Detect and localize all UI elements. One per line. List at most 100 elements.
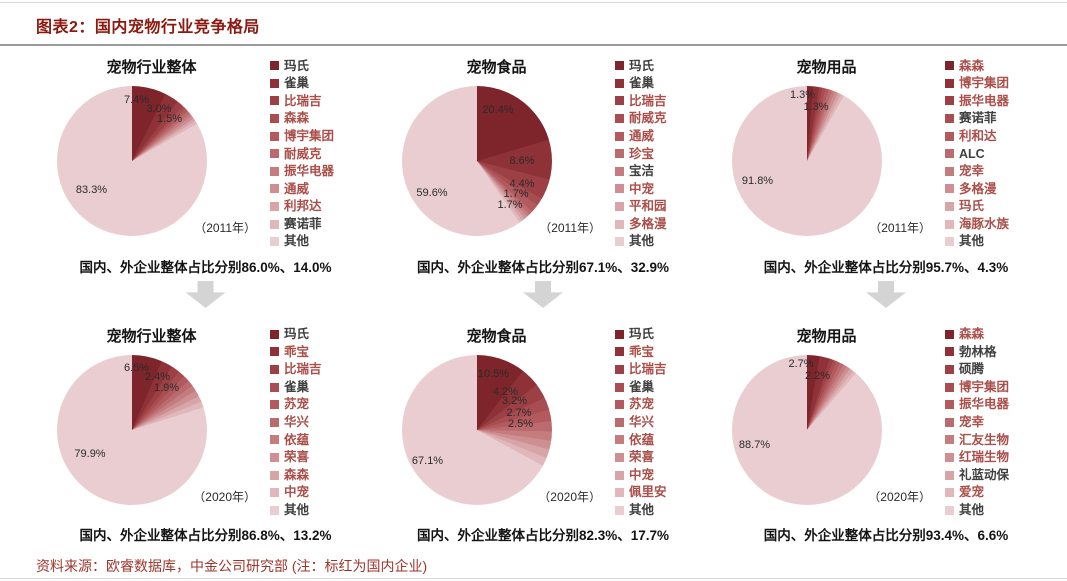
legend: 玛氏 乖宝 比瑞吉 雀巢 苏宠 华兴 依蕴 荣喜 森森 中宠 其他 — [270, 325, 378, 520]
legend-label: 中宠 — [284, 485, 310, 500]
pie-value-label: 6.5% — [123, 362, 150, 375]
legend-label: 玛氏 — [284, 327, 310, 342]
legend-item: 勃林格 — [945, 343, 1064, 361]
legend-item: 平和园 — [615, 198, 708, 216]
pie-chart-4: 宠物行业整体 6.5% 2.4% 1.9% 79.9% （2020年） 玛氏 乖宝 比瑞吉 雀巢苏… — [33, 315, 378, 545]
legend-swatch — [945, 329, 954, 339]
legend-swatch — [615, 166, 624, 176]
caption-values: 82.3%、17.7% — [578, 528, 670, 544]
legend-label: 赛诺菲 — [959, 111, 997, 126]
legend-swatch — [270, 166, 279, 176]
legend-item: 多格漫 — [615, 215, 708, 233]
legend-label: 荣喜 — [629, 450, 655, 465]
chart-plot-area: 宠物行业整体 7.4% 3.0% 1.5% 83.3% （2011年） — [33, 56, 270, 251]
year-label: （2011年） — [194, 221, 256, 235]
legend-label: 振华电器 — [959, 397, 1010, 412]
legend-label: 珍宝 — [629, 146, 655, 161]
legend-item: 依蕴 — [615, 431, 708, 449]
legend-swatch — [615, 488, 624, 498]
legend-label: 玛氏 — [629, 58, 655, 73]
caption-text: 国内、外企业整体占比分别 — [416, 528, 579, 544]
pie-value-label: 2.7% — [506, 407, 532, 420]
legend-swatch — [615, 435, 624, 445]
legend-label: 其他 — [959, 503, 985, 518]
legend-item: 荣喜 — [270, 449, 378, 467]
chart-title: 宠物食品 — [466, 59, 527, 76]
chart-caption: 国内、外企业整体占比分别82.3%、17.7% — [378, 524, 708, 544]
legend-label: 其他 — [284, 234, 310, 249]
legend: 玛氏 乖宝 比瑞吉 雀巢 苏宠 华兴 依蕴 荣喜 中宠 佩里安 其他 — [615, 325, 708, 520]
legend: 森森 博宇集团 振华电器 赛诺菲 利和达 ALC 宠幸 多格漫 玛氏 海豚水族 其他 — [945, 56, 1064, 251]
legend-swatch — [270, 219, 279, 229]
legend-swatch — [945, 219, 954, 229]
pie-graphic — [57, 86, 207, 236]
legend-item: 宠幸 — [945, 163, 1064, 181]
chart-caption: 国内、外企业整体占比分别95.7%、4.3% — [708, 256, 1064, 276]
legend-swatch — [945, 202, 954, 212]
pie-chart-1: 宠物行业整体 7.4% 3.0% 1.5% 83.3% （2011年） 玛氏 雀巢 比瑞吉 森森博… — [33, 46, 378, 276]
chart-caption: 国内、外企业整体占比分别86.0%、14.0% — [33, 256, 378, 276]
legend-label: 利和达 — [959, 128, 997, 143]
figure-header: 图表2：国内宠物行业竞争格局 — [0, 0, 1067, 44]
pie-area: 20.4% 8.6% 4.4% 1.7% 1.7% 59.6% （2011年） — [378, 84, 615, 244]
chart-plot-area: 宠物用品 1.3% 1.3% 91.8% （2011年） — [708, 56, 945, 251]
legend-swatch — [615, 184, 624, 194]
pie-chart-5: 宠物食品 10.5% 4.2% 3.2% 2.7% 2.5% 67.1% （2020年） 玛氏乖… — [378, 315, 708, 545]
legend-item: 森森 — [945, 326, 1064, 344]
legend-swatch — [615, 347, 624, 357]
chart-body: 宠物行业整体 7.4% 3.0% 1.5% 83.3% （2011年） 玛氏 雀巢 比瑞吉 森森博… — [33, 56, 378, 251]
legend-item: 爱宠 — [945, 484, 1064, 502]
legend-item: 森森 — [270, 466, 378, 484]
pie-area: 7.4% 3.0% 1.5% 83.3% （2011年） — [33, 84, 270, 244]
year-label: （2011年） — [869, 221, 931, 235]
legend-item: 比瑞吉 — [270, 92, 378, 110]
pie-graphic — [402, 86, 552, 236]
chart-plot-area: 宠物食品 20.4% 8.6% 4.4% 1.7% 1.7% 59.6% （2011年） — [378, 56, 615, 251]
legend-item: 通威 — [615, 127, 708, 145]
legend-label: 平和园 — [629, 199, 667, 214]
legend-item: 华兴 — [270, 414, 378, 432]
legend-item: 硕腾 — [945, 361, 1064, 379]
legend-item: 乖宝 — [615, 343, 708, 361]
pie-value-label: 10.5% — [477, 368, 510, 381]
legend-item: 耐威克 — [270, 145, 378, 163]
legend-item: 宝洁 — [615, 163, 708, 181]
legend-item: 赛诺菲 — [945, 110, 1064, 128]
legend-item: 中宠 — [270, 484, 378, 502]
legend-swatch — [945, 488, 954, 498]
legend-swatch — [945, 505, 954, 515]
legend-item: 博宇集团 — [945, 75, 1064, 93]
pie-graphic — [732, 86, 882, 236]
pie-box: 1.3% 1.3% 91.8% — [732, 86, 882, 236]
pie-value-label: 2.5% — [507, 417, 534, 430]
top-divider — [0, 2, 1067, 3]
legend-label: 其他 — [629, 503, 655, 518]
legend-swatch — [270, 417, 279, 427]
legend-item: 玛氏 — [615, 57, 708, 75]
chart-body: 宠物行业整体 6.5% 2.4% 1.9% 79.9% （2020年） 玛氏 乖宝 比瑞吉 雀巢苏… — [33, 325, 378, 520]
header-divider — [0, 44, 1067, 46]
legend-item: 玛氏 — [270, 326, 378, 344]
legend-swatch — [615, 329, 624, 339]
caption-text: 国内、外企业整体占比分别 — [79, 528, 242, 544]
pie-value-label: 79.9% — [74, 447, 106, 460]
legend-label: 博宇集团 — [284, 128, 335, 143]
legend-swatch — [270, 114, 279, 124]
legend-swatch — [615, 149, 624, 159]
legend-swatch — [615, 505, 624, 515]
legend-label: 通威 — [629, 128, 655, 143]
legend-item: 依蕴 — [270, 431, 378, 449]
pie-value-label: 4.2% — [492, 386, 519, 399]
legend-swatch — [270, 96, 279, 106]
legend-label: ALC — [959, 146, 985, 161]
legend-item: 雀巢 — [270, 378, 378, 396]
legend-label: 勃林格 — [959, 344, 997, 359]
pie-value-label: 8.6% — [509, 155, 535, 167]
chart-body: 宠物食品 10.5% 4.2% 3.2% 2.7% 2.5% 67.1% （2020年） 玛氏乖… — [378, 325, 708, 520]
legend-label: 通威 — [284, 181, 310, 196]
legend-swatch — [270, 131, 279, 141]
caption-values: 86.8%、13.2% — [241, 528, 332, 544]
chart-caption: 国内、外企业整体占比分别93.4%、6.6% — [708, 524, 1064, 544]
pie-value-label: 59.6% — [416, 186, 448, 199]
legend-item: 汇友生物 — [945, 431, 1064, 449]
